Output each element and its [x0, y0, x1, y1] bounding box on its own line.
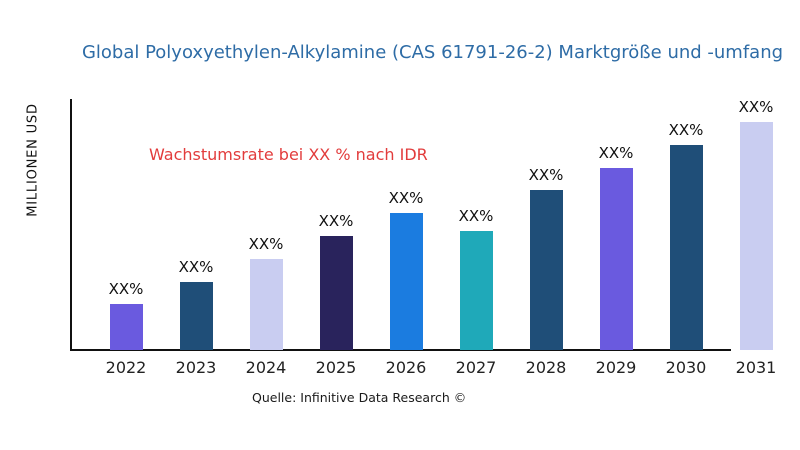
x-tick-label-2031: 2031	[735, 358, 777, 377]
bar-2029	[599, 168, 633, 350]
source-caption: Quelle: Infinitive Data Research ©	[252, 390, 467, 405]
bar-2031	[739, 122, 773, 350]
bar-value-label-2031: XX%	[738, 98, 774, 116]
bar-value-label-2025: XX%	[318, 212, 354, 230]
bar-2025	[319, 236, 353, 350]
bar-2023	[179, 282, 213, 350]
x-tick-label-2024: 2024	[245, 358, 287, 377]
bar-value-label-2026: XX%	[388, 189, 424, 207]
bar-2027	[459, 231, 493, 350]
x-tick-label-2025: 2025	[315, 358, 357, 377]
bar-value-label-2023: XX%	[178, 258, 214, 276]
bar-value-label-2022: XX%	[108, 280, 144, 298]
x-tick-label-2023: 2023	[175, 358, 217, 377]
growth-rate-annotation: Wachstumsrate bei XX % nach IDR	[149, 145, 428, 164]
bar-value-label-2027: XX%	[458, 207, 494, 225]
x-tick-label-2028: 2028	[525, 358, 567, 377]
x-tick-label-2027: 2027	[455, 358, 497, 377]
bar-2026	[389, 213, 423, 350]
y-axis-label: MILLIONEN USD	[25, 103, 41, 217]
bar-2022	[109, 304, 143, 350]
bar-2024	[249, 259, 283, 350]
x-tick-label-2026: 2026	[385, 358, 427, 377]
x-tick-label-2022: 2022	[105, 358, 147, 377]
bar-value-label-2028: XX%	[528, 166, 564, 184]
y-axis-line	[70, 99, 72, 350]
bar-value-label-2024: XX%	[248, 235, 284, 253]
x-axis-line	[70, 349, 731, 351]
bar-2028	[529, 190, 563, 350]
x-tick-label-2030: 2030	[665, 358, 707, 377]
bar-2030	[669, 145, 703, 350]
bar-value-label-2030: XX%	[668, 121, 704, 139]
chart-title: Global Polyoxyethylen-Alkylamine (CAS 61…	[81, 42, 784, 63]
bar-value-label-2029: XX%	[598, 144, 634, 162]
x-tick-label-2029: 2029	[595, 358, 637, 377]
